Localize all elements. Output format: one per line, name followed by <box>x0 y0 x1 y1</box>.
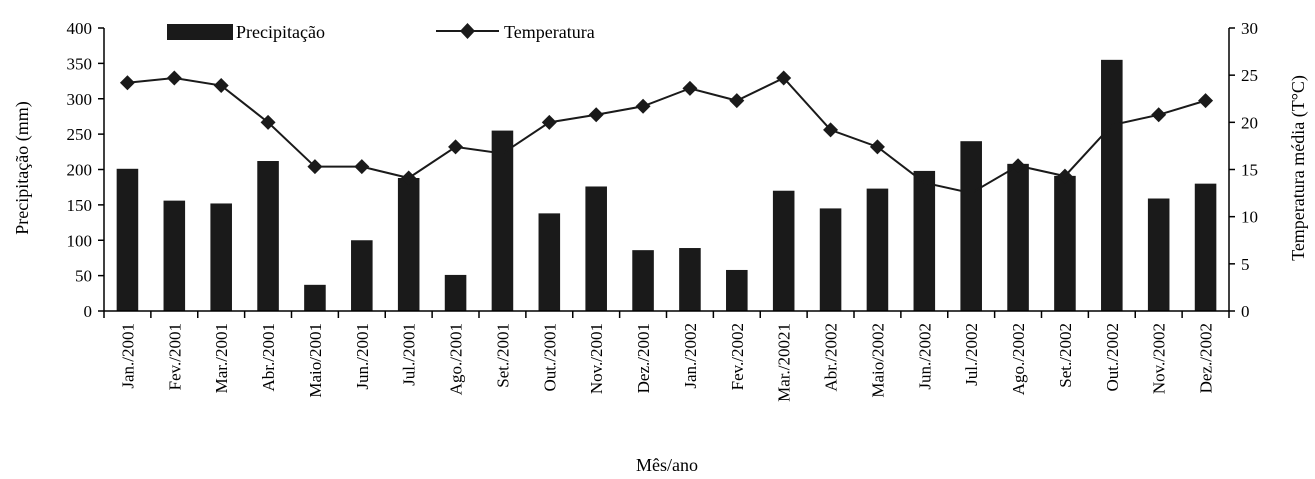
temperature-marker-16 <box>869 139 885 155</box>
y-left-tick-label-8: 400 <box>67 19 93 38</box>
temperature-line-group <box>119 70 1214 195</box>
temperature-marker-6 <box>401 170 417 186</box>
y-left-tick-label-6: 300 <box>67 90 93 109</box>
x-tick-label-0: Jan./2001 <box>118 323 137 389</box>
precipitation-bar-20 <box>1054 175 1076 311</box>
precipitation-bar-23 <box>1194 183 1217 311</box>
x-tick-label-1: Fev./2001 <box>165 323 184 390</box>
precipitation-bar-8 <box>491 130 514 311</box>
legend: Precipitação Temperatura <box>167 22 595 42</box>
temperature-marker-4 <box>307 159 323 175</box>
x-tick-label-16: Maio/2002 <box>868 323 887 398</box>
y-left-tick-label-4: 200 <box>67 161 93 180</box>
y-right-tick-label-1: 5 <box>1241 255 1250 274</box>
precipitation-bar-0 <box>116 168 139 311</box>
y-left-tick-label-2: 100 <box>67 231 93 250</box>
y-right-axis-title: Temperatura média (T°C) <box>1288 75 1309 261</box>
temperature-marker-9 <box>541 114 557 130</box>
temperature-marker-23 <box>1198 93 1214 109</box>
temperature-marker-20 <box>1057 168 1073 184</box>
y-right-tick-label-5: 25 <box>1241 66 1258 85</box>
x-tick-label-12: Jan./2002 <box>681 323 700 389</box>
x-tick-label-8: Set./2001 <box>493 323 512 388</box>
x-tick-label-6: Jul./2001 <box>400 323 419 386</box>
x-tick-label-4: Maio/2001 <box>306 323 325 398</box>
legend-precipitation-swatch <box>167 24 233 40</box>
x-tick-label-14: Mar./20021 <box>775 323 794 402</box>
y-left-tick-label-3: 150 <box>67 196 93 215</box>
precipitation-bar-22 <box>1147 198 1170 311</box>
x-tick-label-19: Ago./2002 <box>1009 323 1028 395</box>
precipitation-bars <box>116 59 1217 312</box>
precipitation-bar-17 <box>913 170 936 311</box>
temperature-marker-22 <box>1151 107 1167 123</box>
x-tick-label-11: Dez./2001 <box>634 323 653 393</box>
precipitation-bar-11 <box>632 250 654 311</box>
y-right-tick-label-0: 0 <box>1241 302 1250 321</box>
precipitation-bar-10 <box>585 186 607 311</box>
precipitation-bar-15 <box>819 208 842 311</box>
x-tick-label-22: Nov./2002 <box>1150 323 1169 394</box>
x-tick-label-13: Fev./2002 <box>728 323 747 390</box>
temperature-marker-7 <box>448 139 464 155</box>
x-tick-label-18: Jul./2002 <box>962 323 981 386</box>
temperature-marker-10 <box>588 107 604 123</box>
y-left-tick-label-0: 0 <box>84 302 93 321</box>
x-tick-label-7: Ago./2001 <box>447 323 466 395</box>
legend-precipitation-label: Precipitação <box>236 22 325 42</box>
y-right-tick-label-2: 10 <box>1241 208 1258 227</box>
temperature-marker-13 <box>729 93 745 109</box>
x-tick-label-9: Out./2001 <box>540 323 559 391</box>
precipitation-bar-4 <box>304 284 326 311</box>
y-right-tick-label-6: 30 <box>1241 19 1258 38</box>
x-tick-label-15: Abr./2002 <box>822 323 841 391</box>
temperature-marker-1 <box>166 70 182 86</box>
x-tick-label-5: Jun./2001 <box>353 323 372 390</box>
precipitation-bar-18 <box>960 141 982 311</box>
y-left-tick-label-7: 350 <box>67 54 93 73</box>
temperature-marker-0 <box>119 75 135 91</box>
temperature-line <box>127 76 1206 195</box>
precipitation-bar-21 <box>1101 59 1123 312</box>
precipitation-bar-14 <box>772 190 795 311</box>
precipitation-bar-12 <box>679 248 701 311</box>
precipitation-bar-2 <box>210 203 232 311</box>
y-left-tick-label-1: 50 <box>75 267 92 286</box>
precipitation-bar-19 <box>1007 163 1029 311</box>
y-right-tick-label-4: 20 <box>1241 113 1258 132</box>
x-tick-label-17: Jun./2002 <box>915 323 934 390</box>
temperature-marker-15 <box>823 122 839 138</box>
x-axis-title: Mês/ano <box>636 455 698 475</box>
precipitation-bar-7 <box>444 274 467 311</box>
legend-temperature-marker <box>460 23 475 39</box>
precipitation-bar-13 <box>726 269 748 311</box>
x-tick-label-2: Mar./2001 <box>212 323 231 393</box>
precipitation-bar-5 <box>351 240 373 311</box>
y-left-tick-label-5: 250 <box>67 125 93 144</box>
temperature-marker-11 <box>635 98 651 114</box>
axes: 0 50 100 150 200 250 300 350 400 0 5 10 15 20 25 30 Jan.… <box>67 19 1259 402</box>
precipitation-bar-6 <box>397 177 420 311</box>
precipitation-bar-3 <box>257 161 279 311</box>
x-tick-label-21: Out./2002 <box>1103 323 1122 391</box>
temperature-marker-19 <box>1010 158 1026 174</box>
x-tick-label-20: Set./2002 <box>1056 323 1075 388</box>
precipitation-bar-16 <box>866 188 889 311</box>
x-tick-label-3: Abr./2001 <box>259 323 278 391</box>
x-tick-label-23: Dez./2002 <box>1197 323 1216 393</box>
temperature-marker-12 <box>682 80 698 96</box>
y-left-axis-title: Precipitação (mm) <box>12 101 33 234</box>
temperature-marker-3 <box>260 114 276 130</box>
precipitation-bar-9 <box>538 213 561 311</box>
temperature-marker-14 <box>776 70 792 86</box>
y-right-tick-label-3: 15 <box>1241 161 1258 180</box>
precipitation-bar-1 <box>163 200 186 311</box>
temperature-marker-2 <box>213 78 229 94</box>
temperature-marker-5 <box>354 159 370 175</box>
legend-temperature-label: Temperatura <box>504 22 595 42</box>
x-tick-label-10: Nov./2001 <box>587 323 606 394</box>
